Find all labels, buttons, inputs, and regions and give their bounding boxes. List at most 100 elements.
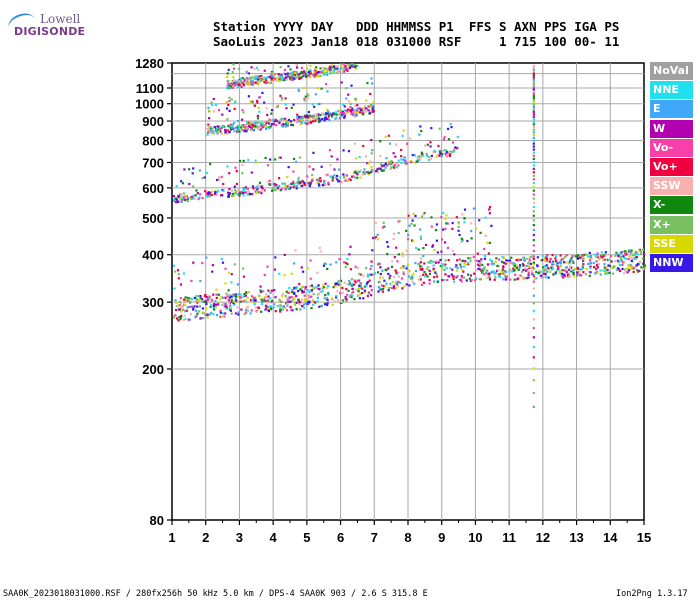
echo-point <box>247 291 250 294</box>
echo-point <box>393 256 396 259</box>
echo-point <box>456 259 459 262</box>
echo-point <box>395 272 398 275</box>
echo-point <box>243 130 246 133</box>
echo-point <box>260 302 263 306</box>
echo-point <box>523 277 527 280</box>
echo-point <box>337 109 340 113</box>
interference-point <box>532 120 535 123</box>
echo-point <box>319 177 322 180</box>
echo-point <box>288 296 291 299</box>
echo-point <box>344 179 347 182</box>
echo-point <box>219 311 222 314</box>
echo-point <box>276 104 280 108</box>
logo-line1: Lowell <box>40 12 81 26</box>
echo-point <box>438 127 441 130</box>
interference-point <box>532 84 535 87</box>
echo-point <box>380 164 384 167</box>
echo-point <box>265 77 268 80</box>
echo-point <box>264 304 268 307</box>
echo-point <box>295 294 298 298</box>
echo-point <box>210 103 214 106</box>
echo-point <box>230 123 233 126</box>
echo-point <box>282 125 285 128</box>
echo-point <box>371 249 374 252</box>
echo-point <box>175 198 178 201</box>
echo-point <box>479 261 482 264</box>
echo-point <box>315 71 318 75</box>
echo-point <box>630 259 633 262</box>
echo-point <box>466 273 470 276</box>
echo-point <box>568 261 571 264</box>
echo-point <box>277 177 281 180</box>
echo-point <box>641 257 644 260</box>
echo-point <box>581 265 584 269</box>
echo-point <box>333 300 337 303</box>
echo-point <box>596 271 599 274</box>
echo-point <box>512 267 515 270</box>
echo-point <box>579 256 582 259</box>
echo-point <box>527 265 531 268</box>
echo-point <box>426 275 429 278</box>
interference-point <box>532 302 535 305</box>
echo-point <box>283 182 287 185</box>
echo-point <box>242 111 245 114</box>
echo-point <box>380 284 384 287</box>
echo-point <box>274 188 277 192</box>
echo-point <box>504 278 507 281</box>
echo-point <box>611 266 614 269</box>
echo-point <box>341 64 344 67</box>
echo-point <box>573 267 577 271</box>
echo-point <box>608 264 612 268</box>
echo-point <box>328 66 331 69</box>
echo-point <box>267 122 271 125</box>
interference-point <box>532 68 535 71</box>
echo-point <box>574 255 577 258</box>
echo-point <box>350 113 353 116</box>
echo-point <box>269 125 272 128</box>
echo-point <box>287 165 290 169</box>
echo-point <box>352 65 355 69</box>
echo-point <box>304 288 307 291</box>
echo-point <box>524 269 528 272</box>
echo-point <box>596 253 599 256</box>
echo-point <box>239 78 243 81</box>
echo-point <box>372 105 375 109</box>
echo-point <box>345 111 348 114</box>
echo-point <box>180 193 183 196</box>
echo-point <box>491 270 494 274</box>
echo-point <box>317 180 321 183</box>
echo-point <box>359 282 362 286</box>
echo-point <box>245 127 248 130</box>
echo-point <box>268 126 271 129</box>
echo-point <box>358 279 361 282</box>
echo-point <box>513 264 516 267</box>
echo-point <box>177 277 180 280</box>
echo-point <box>597 256 600 259</box>
echo-point <box>323 179 326 183</box>
echo-point <box>522 256 525 259</box>
echo-point <box>476 259 479 262</box>
echo-point <box>270 300 273 304</box>
echo-point <box>356 104 359 107</box>
echo-point <box>329 263 332 266</box>
echo-point <box>453 148 456 151</box>
echo-point <box>582 256 585 259</box>
echo-point <box>434 228 438 232</box>
echo-point <box>414 161 417 164</box>
echo-point <box>430 216 433 219</box>
echo-point <box>530 266 533 269</box>
echo-point <box>279 304 282 307</box>
echo-point <box>273 186 277 189</box>
echo-point <box>559 272 562 275</box>
interference-point <box>532 214 535 217</box>
echo-point <box>413 154 416 157</box>
echo-point <box>621 261 624 264</box>
echo-point <box>489 271 492 274</box>
echo-point <box>431 260 435 263</box>
echo-point <box>522 278 525 281</box>
echo-point <box>457 229 460 232</box>
echo-point <box>280 187 283 190</box>
echo-point <box>596 263 599 267</box>
echo-point <box>543 256 546 260</box>
echo-point <box>317 71 320 74</box>
